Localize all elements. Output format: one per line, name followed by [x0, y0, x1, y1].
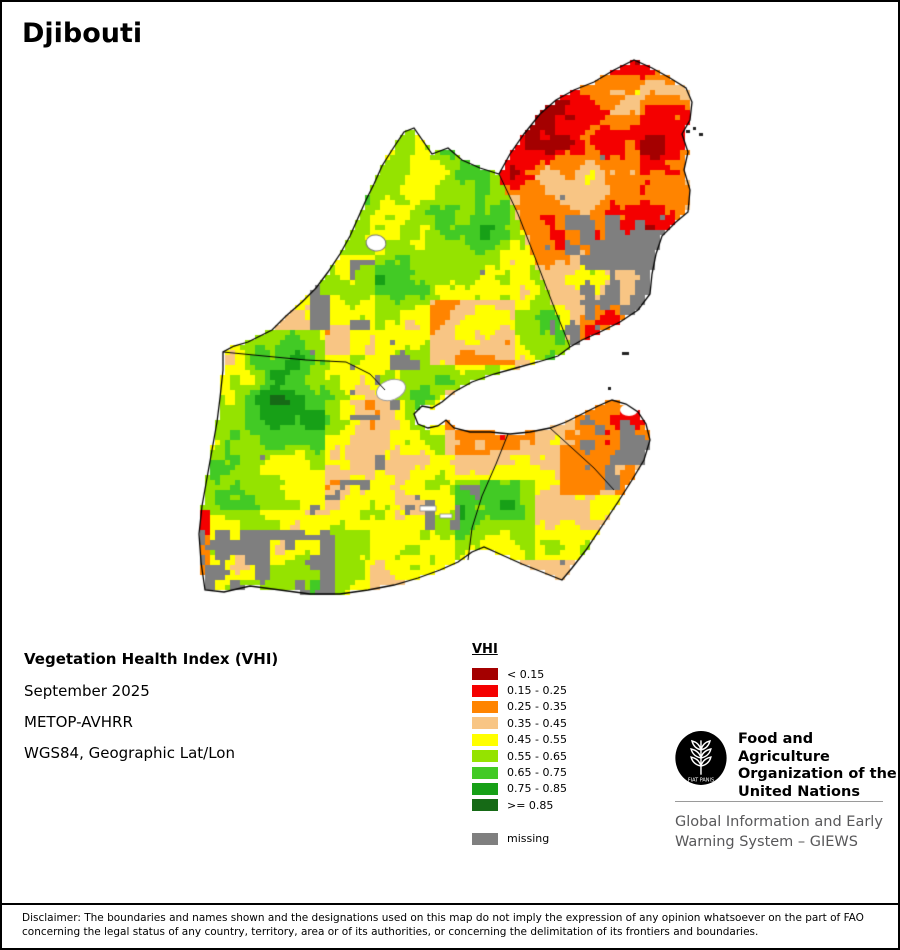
legend-class-row: 0.45 - 0.55: [472, 732, 567, 748]
fao-motto: FIAT PANIS: [688, 777, 714, 783]
legend-missing-row: missing: [472, 831, 567, 847]
legend-class-row: 0.65 - 0.75: [472, 764, 567, 780]
legend-class-row: < 0.15: [472, 666, 567, 682]
legend-class-row: >= 0.85: [472, 797, 567, 813]
fao-name-line: Organization of the: [737, 766, 897, 782]
legend-missing-swatch: [472, 832, 498, 845]
footer-separator: [675, 801, 883, 802]
legend-color-swatch: [472, 717, 498, 730]
map-info-block: Vegetation Health Index (VHI) September …: [24, 650, 278, 775]
fao-block: FIAT PANIS Food and Agriculture Organiza…: [674, 728, 898, 801]
legend-class-list: < 0.15 0.15 - 0.25 0.25 - 0.35 0.35 - 0.45 0…: [472, 666, 567, 814]
legend-class-label: 0.35 - 0.45: [507, 716, 567, 730]
sensor-label: METOP-AVHRR: [24, 713, 133, 731]
vhi-legend: VHI < 0.15 0.15 - 0.25 0.25 - 0.35 0.35 - 0…: [472, 642, 567, 847]
giews-line: Warning System – GIEWS: [675, 834, 858, 850]
fao-name-line: United Nations: [737, 783, 860, 800]
fao-name: Food and Agriculture Organization of the…: [738, 728, 898, 801]
legend-color-swatch: [472, 782, 498, 795]
legend-color-swatch: [472, 684, 498, 697]
legend-color-swatch: [472, 799, 498, 812]
legend-class-label: 0.65 - 0.75: [507, 766, 567, 780]
period-label: September 2025: [24, 682, 150, 700]
legend-color-swatch: [472, 750, 498, 763]
page-title: Djibouti: [22, 18, 143, 49]
giews-label: Global Information and Early Warning Sys…: [675, 812, 883, 852]
legend-class-label: >= 0.85: [507, 798, 554, 812]
legend-color-swatch: [472, 733, 498, 746]
legend-class-row: 0.25 - 0.35: [472, 699, 567, 715]
legend-class-label: 0.55 - 0.65: [507, 749, 567, 763]
fao-name-line: Food and Agriculture: [737, 731, 830, 765]
legend-class-row: 0.15 - 0.25: [472, 682, 567, 698]
legend-color-swatch: [472, 766, 498, 779]
legend-class-label: 0.25 - 0.35: [507, 700, 567, 714]
giews-line: Global Information and Early: [675, 814, 883, 830]
legend-missing-label: missing: [507, 832, 550, 846]
legend-class-label: < 0.15: [507, 667, 545, 681]
legend-class-row: 0.35 - 0.45: [472, 715, 567, 731]
disclaimer-text: Disclaimer: The boundaries and names sho…: [22, 912, 864, 938]
djibouti-vhi-map: [2, 2, 898, 642]
legend-class-label: 0.45 - 0.55: [507, 733, 567, 747]
legend-class-row: 0.75 - 0.85: [472, 781, 567, 797]
legend-class-row: 0.55 - 0.65: [472, 748, 567, 764]
legend-class-label: 0.75 - 0.85: [507, 782, 567, 796]
fao-logo-icon: FIAT PANIS: [675, 731, 727, 785]
projection-label: WGS84, Geographic Lat/Lon: [24, 744, 235, 762]
legend-color-swatch: [472, 700, 498, 713]
legend-title: VHI: [472, 642, 498, 657]
legend-class-label: 0.15 - 0.25: [507, 684, 567, 698]
vhi-heading: Vegetation Health Index (VHI): [24, 650, 279, 668]
disclaimer: Disclaimer: The boundaries and names sho…: [2, 903, 898, 939]
legend-color-swatch: [472, 668, 498, 681]
